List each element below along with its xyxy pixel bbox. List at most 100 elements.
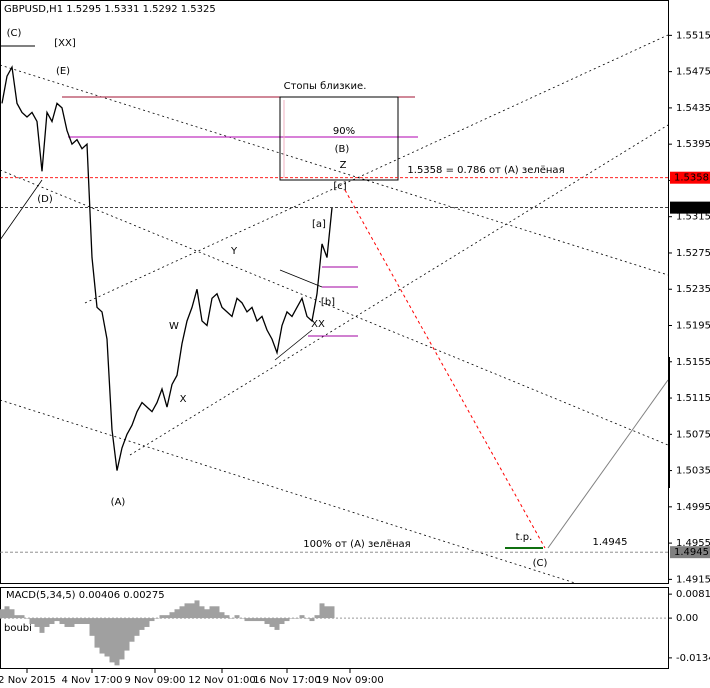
annotation: 100% от (А) зелёная bbox=[303, 539, 410, 550]
macd-bar bbox=[209, 606, 215, 619]
y-tick-label: 1.5115 bbox=[676, 393, 710, 404]
macd-bar bbox=[224, 615, 230, 619]
macd-bar bbox=[124, 618, 130, 651]
annotation: [a] bbox=[312, 219, 326, 230]
macd-bar bbox=[159, 615, 165, 619]
price-label: 1.5325 bbox=[674, 203, 709, 214]
x-tick-label: 2 Nov 2015 bbox=[0, 675, 56, 686]
macd-bar bbox=[219, 612, 225, 619]
macd-bar bbox=[134, 618, 140, 636]
annotation: (C) bbox=[7, 28, 22, 39]
macd-bar bbox=[24, 618, 30, 619]
channel-lines bbox=[0, 34, 669, 584]
macd-bar bbox=[84, 618, 90, 625]
y-tick-label: 1.5275 bbox=[676, 248, 710, 259]
price-line bbox=[1, 65, 333, 471]
y-tick-label: 1.4995 bbox=[676, 502, 710, 513]
y-tick-label: 1.5155 bbox=[676, 357, 710, 368]
macd-bar bbox=[34, 618, 40, 627]
macd-bar bbox=[284, 618, 290, 622]
macd-bar bbox=[204, 609, 210, 619]
y-tick-label: 0.00 bbox=[676, 613, 698, 624]
macd-pane bbox=[0, 587, 669, 669]
macd-bar bbox=[194, 600, 200, 619]
annotation: Стопы близкие. bbox=[284, 81, 367, 92]
price-pane bbox=[0, 0, 669, 584]
macd-bar bbox=[259, 618, 265, 622]
y-tick-label: 1.4915 bbox=[676, 574, 710, 585]
x-tick-label: 12 Nov 01:00 bbox=[188, 675, 255, 686]
y-tick-label: -0.01347 bbox=[676, 653, 710, 664]
annotation: 90% bbox=[333, 126, 355, 137]
macd-bar bbox=[54, 618, 60, 622]
macd-bar bbox=[59, 618, 65, 625]
macd-bar bbox=[329, 606, 335, 619]
annotation: XX bbox=[311, 319, 325, 330]
macd-bar bbox=[99, 618, 105, 654]
macd-bar bbox=[14, 615, 20, 619]
y-tick-label: 1.5035 bbox=[676, 466, 710, 477]
macd-bar bbox=[189, 603, 195, 619]
macd-bar bbox=[164, 615, 170, 619]
macd-bar bbox=[314, 615, 320, 619]
macd-bar bbox=[4, 606, 10, 619]
macd-bar bbox=[74, 618, 80, 625]
macd-bar bbox=[239, 618, 245, 619]
macd-bar bbox=[169, 612, 175, 619]
y-tick-label: 1.5075 bbox=[676, 429, 710, 440]
annotation: [b] bbox=[321, 297, 335, 308]
annotation: t.p. bbox=[516, 532, 533, 543]
macd-bar bbox=[299, 615, 305, 619]
macd-bar bbox=[104, 618, 110, 657]
annotation: Y bbox=[230, 246, 238, 257]
macd-bar bbox=[269, 618, 275, 627]
macd-bar bbox=[49, 618, 55, 625]
macd-bar bbox=[69, 618, 75, 627]
annotation: (C) bbox=[533, 558, 548, 569]
macd-bar bbox=[114, 618, 120, 666]
y-tick-label: 1.5235 bbox=[676, 284, 710, 295]
macd-bar bbox=[139, 618, 145, 630]
x-tick-label: 19 Nov 09:00 bbox=[316, 675, 383, 686]
macd-title: MACD(5,34,5) 0.00406 0.00275 bbox=[6, 590, 165, 601]
macd-bar bbox=[274, 618, 280, 630]
price-label: 1.5358 bbox=[674, 173, 709, 184]
price-label-box bbox=[670, 171, 710, 184]
trend-line bbox=[0, 179, 43, 241]
macd-bar bbox=[304, 618, 310, 619]
macd-bar bbox=[234, 615, 240, 619]
y-tick-label: 1.5315 bbox=[676, 212, 710, 223]
x-tick-label: 9 Nov 09:00 bbox=[124, 675, 185, 686]
channel-line bbox=[0, 169, 669, 446]
annotation: [c] bbox=[333, 181, 346, 192]
annotation: 1.5358 = 0.786 от (А) зелёная bbox=[407, 165, 564, 176]
macd-bar bbox=[244, 618, 250, 622]
y-tick-label: 1.5475 bbox=[676, 67, 710, 78]
y-tick-label: 0.00812 bbox=[676, 589, 710, 600]
macd-bar bbox=[264, 618, 270, 625]
annotation: (A) bbox=[111, 497, 126, 508]
price-label-box bbox=[670, 546, 710, 559]
macd-bar bbox=[129, 618, 135, 642]
annotation: X bbox=[180, 394, 187, 405]
macd-bar bbox=[184, 603, 190, 619]
macd-bar bbox=[109, 618, 115, 663]
channel-line bbox=[0, 64, 669, 276]
stop-box bbox=[279, 96, 399, 181]
macd-bar bbox=[29, 618, 35, 625]
macd-bar bbox=[324, 606, 330, 619]
macd-bar bbox=[294, 618, 300, 619]
trend-line bbox=[279, 269, 323, 288]
macd-bar bbox=[79, 618, 85, 625]
projection-line bbox=[344, 189, 546, 549]
macd-bar bbox=[154, 618, 160, 619]
macd-bar bbox=[89, 618, 95, 636]
annotation: (B) bbox=[335, 144, 350, 155]
channel-line bbox=[0, 399, 576, 584]
macd-bar bbox=[144, 618, 150, 627]
price-label: 1.4945 bbox=[674, 547, 709, 558]
macd-bar bbox=[214, 606, 220, 619]
macd-bar bbox=[229, 618, 235, 619]
macd-bar bbox=[0, 609, 5, 619]
